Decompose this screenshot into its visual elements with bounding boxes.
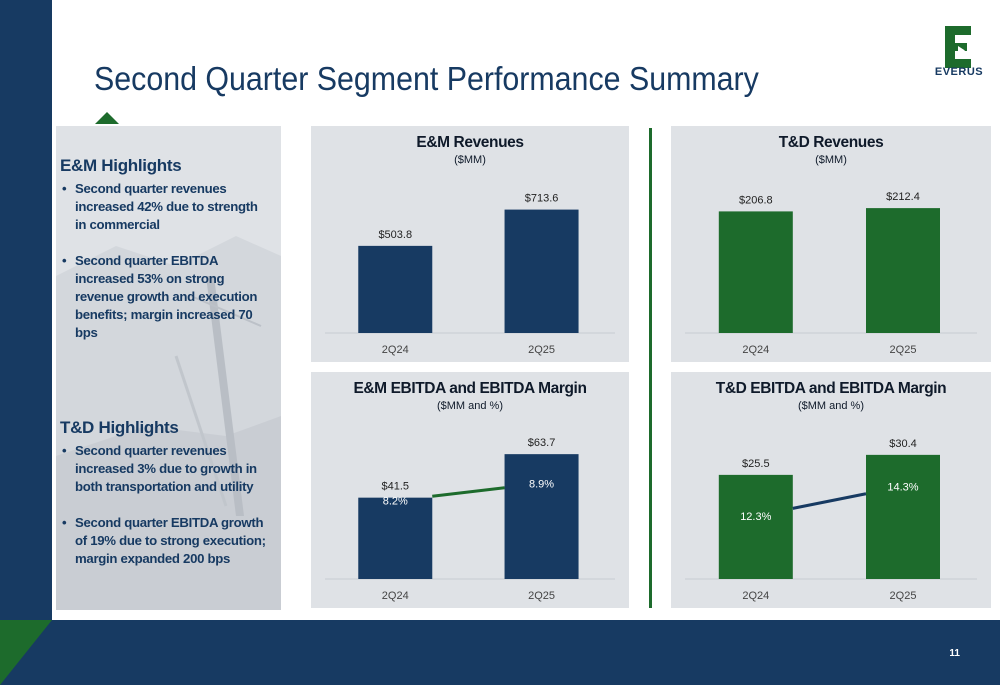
x-tick-label: 2Q24: [742, 590, 769, 602]
x-tick-label: 2Q24: [742, 344, 769, 356]
chart-em-revenues: E&M Revenues ($MM) $503.8 2Q24 $713.6 2Q25: [311, 126, 629, 362]
x-tick-label: 2Q25: [528, 344, 555, 356]
td-highlights: T&D Highlights Second quarter revenues i…: [60, 418, 272, 586]
bar-value-label: $30.4: [889, 438, 917, 450]
em-highlights: E&M Highlights Second quarter revenues i…: [60, 156, 272, 360]
bar-value-label: $63.7: [528, 437, 556, 449]
chart-em-ebitda: E&M EBITDA and EBITDA Margin ($MM and %)…: [311, 372, 629, 608]
footer-corner-triangle: [0, 620, 52, 685]
bar: [866, 454, 940, 579]
bar-value-label: $713.6: [525, 193, 559, 205]
page-title: Second Quarter Segment Performance Summa…: [94, 60, 759, 97]
chart-td-ebitda: T&D EBITDA and EBITDA Margin ($MM and %)…: [671, 372, 991, 608]
left-accent-bar: [0, 0, 52, 620]
margin-line: [432, 486, 505, 498]
segment-divider: [649, 128, 652, 608]
td-highlights-heading: T&D Highlights: [60, 418, 179, 437]
chart-td-revenues: T&D Revenues ($MM) $206.8 2Q24 $212.4 2Q25: [671, 126, 991, 362]
bar-value-label: $212.4: [886, 191, 920, 203]
bar-value-label: $41.5: [382, 481, 410, 493]
bar: [504, 454, 579, 579]
bar: [358, 497, 433, 579]
em-highlights-heading: E&M Highlights: [60, 156, 182, 175]
chart-title: E&M Revenues: [416, 134, 524, 151]
chart-subtitle: ($MM and %): [436, 400, 504, 412]
margin-label: 12.3%: [740, 511, 771, 523]
chart-plot: $206.8 2Q24 $212.4 2Q25: [685, 191, 977, 356]
chart-title: T&D Revenues: [778, 134, 884, 151]
chart-plot: $41.5 2Q24 $63.7 2Q25 8.2% 8.9%: [325, 437, 615, 602]
x-tick-label: 2Q24: [382, 590, 409, 602]
chart-title: T&D EBITDA and EBITDA Margin: [715, 380, 947, 397]
x-tick-label: 2Q25: [528, 590, 555, 602]
bar: [718, 474, 793, 579]
x-tick-label: 2Q24: [382, 344, 409, 356]
bar-value-label: $25.5: [742, 458, 770, 470]
page-number: 11: [949, 648, 960, 659]
em-highlight-item: Second quarter EBITDA increased 53% on s…: [60, 252, 272, 342]
chart-subtitle: ($MM and %): [797, 400, 865, 412]
everus-logo-icon: [945, 26, 971, 68]
bar: [358, 245, 433, 333]
chart-plot: $25.5 2Q24 $30.4 2Q25 12.3% 14.3%: [685, 438, 977, 602]
x-tick-label: 2Q25: [890, 344, 917, 356]
chart-title: E&M EBITDA and EBITDA Margin: [353, 380, 587, 397]
bar-value-label: $206.8: [739, 194, 773, 206]
margin-label: 8.2%: [383, 496, 408, 508]
x-tick-label: 2Q25: [890, 590, 917, 602]
margin-label: 14.3%: [887, 481, 918, 493]
margin-line: [792, 492, 867, 510]
footer-bar: [0, 620, 1000, 685]
chart-plot: $503.8 2Q24 $713.6 2Q25: [325, 193, 615, 356]
title-marker-triangle: [95, 112, 119, 124]
chart-subtitle: ($MM): [815, 154, 847, 166]
bar-value-label: $503.8: [378, 229, 412, 241]
bar: [718, 211, 793, 333]
bar: [504, 209, 579, 333]
td-highlight-item: Second quarter revenues increased 3% due…: [60, 442, 272, 496]
logo-text: EVERUS: [934, 66, 984, 78]
bar: [866, 208, 940, 333]
margin-label: 8.9%: [529, 478, 554, 490]
td-highlight-item: Second quarter EBITDA growth of 19% due …: [60, 514, 272, 568]
highlights-panel: E&M Highlights Second quarter revenues i…: [56, 126, 281, 610]
em-highlight-item: Second quarter revenues increased 42% du…: [60, 180, 272, 234]
chart-subtitle: ($MM): [454, 154, 486, 166]
